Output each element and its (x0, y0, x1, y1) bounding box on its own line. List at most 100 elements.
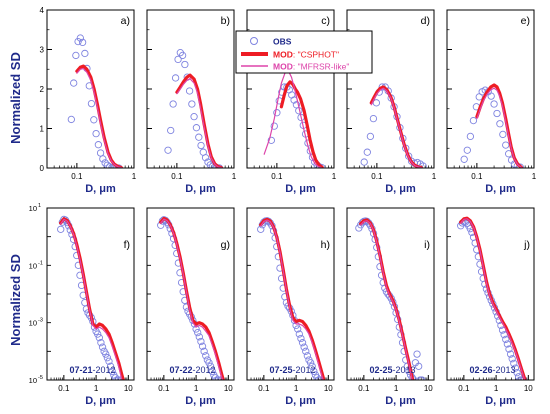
obs-marker (206, 161, 214, 168)
x-axis-label: D, μm (285, 183, 316, 195)
panel-date: 02-26-2013 (469, 365, 515, 375)
obs-marker (205, 359, 213, 367)
x-axis-label-unit: μm (99, 395, 116, 407)
obs-marker (463, 146, 471, 154)
obs-marker (200, 347, 208, 355)
panel-letter: i) (424, 239, 430, 251)
obs-marker (192, 325, 200, 333)
series-line-csphot (475, 83, 523, 168)
panel-a: 0.1 1 D, μm 0 1 2 3 4 a) (40, 6, 137, 195)
y-tick-label: 10 (29, 319, 37, 328)
panel-date-day: 07-21 (69, 365, 92, 375)
series-line-mfrsr (76, 67, 122, 168)
obs-marker (78, 38, 87, 47)
obs-marker (300, 343, 308, 351)
obs-marker (98, 343, 107, 351)
obs-marker (372, 99, 381, 107)
panel-g: 0.1 1 10 D, μm g) 07-22-2012 (146, 207, 235, 407)
y-tick-label: 10 (29, 376, 37, 385)
panel-date: 07-22-2012 (169, 365, 215, 375)
obs-marker (415, 362, 423, 370)
panel-date: 02-25-2013 (369, 365, 415, 375)
obs-marker (202, 352, 210, 360)
y-tick-label: 3 (40, 46, 45, 55)
obs-marker (171, 74, 180, 82)
obs-marker (67, 115, 75, 124)
x-tick-label: 10 (424, 384, 433, 393)
panel-frame (346, 207, 435, 381)
x-tick-label: 10 (224, 384, 233, 393)
x-axis-label-unit: μm (399, 183, 416, 195)
series-line-mfrsr (476, 87, 522, 168)
y-tick-label: 10 (29, 261, 37, 270)
x-axis-label-text: D, (185, 395, 199, 407)
panel-date-year: -2013 (393, 365, 416, 375)
legend-obs-marker (250, 37, 258, 45)
legend-label-prefix: MOD (273, 50, 293, 60)
obs-marker (87, 99, 96, 108)
y-tick-label: 4 (40, 6, 45, 15)
panel-date-day: 02-25 (369, 365, 392, 375)
panel-frame (246, 207, 335, 381)
obs-marker (76, 34, 84, 42)
x-tick-label: 1 (232, 172, 237, 181)
obs-marker (298, 339, 307, 347)
x-axis-label-unit: μm (399, 395, 416, 407)
obs-marker (493, 109, 501, 118)
obs-marker (178, 51, 187, 60)
x-axis-label: D, μm (85, 395, 116, 407)
panel-data (263, 70, 326, 168)
x-axis-label-unit: μm (199, 183, 216, 195)
obs-marker (506, 350, 515, 358)
obs-marker (70, 79, 78, 87)
obs-marker (97, 339, 105, 347)
panel-j: 0.1 1 10 D, μm j) 02-26-2013 (446, 207, 535, 407)
obs-marker (270, 122, 278, 130)
panel-frame (46, 207, 135, 381)
legend-label-suffix: : "MFRSR-like" (293, 62, 350, 72)
obs-marker (197, 141, 205, 150)
panel-letter: j) (523, 239, 530, 251)
obs-marker (500, 331, 508, 339)
panel-frame (46, 9, 135, 169)
obs-marker (194, 328, 202, 337)
x-axis-label: D, μm (85, 183, 116, 195)
obs-marker (496, 120, 504, 128)
x-tick-label: 10 (124, 384, 133, 393)
obs-marker (503, 340, 512, 348)
panel-date-year: -2012 (93, 365, 116, 375)
series-line-mfrsr (263, 70, 322, 168)
obs-marker (106, 362, 115, 370)
panel-data (460, 83, 524, 168)
obs-marker (72, 51, 80, 60)
x-tick-label: 0.1 (258, 384, 270, 393)
panel-e: 0.1 1 D, μm e) (446, 9, 537, 195)
y-tick-label: 2 (40, 85, 45, 94)
panel-frame (146, 207, 235, 381)
panel-letter: g) (221, 239, 230, 251)
obs-marker (188, 100, 196, 108)
obs-marker (295, 330, 303, 338)
series-line-mfrsr (160, 218, 224, 380)
obs-marker (181, 60, 189, 69)
x-axis-label: D, μm (485, 183, 516, 195)
x-axis-label: D, μm (485, 395, 516, 407)
obs-marker (469, 116, 478, 125)
obs-marker (466, 132, 475, 141)
obs-marker (90, 116, 98, 124)
obs-marker (164, 146, 172, 154)
series-line-mfrsr (360, 220, 413, 380)
legend-label-prefix: OBS (273, 37, 292, 47)
panel-date-day: 07-25 (269, 365, 292, 375)
obs-marker (201, 154, 210, 162)
obs-marker (502, 335, 510, 344)
obs-marker (513, 369, 521, 377)
x-axis-label-text: D, (485, 183, 499, 195)
obs-marker (190, 113, 198, 121)
panel-frame (446, 9, 535, 169)
x-axis-label-text: D, (285, 395, 299, 407)
x-axis-label-text: D, (285, 183, 299, 195)
x-tick-label: 0.1 (471, 172, 483, 181)
